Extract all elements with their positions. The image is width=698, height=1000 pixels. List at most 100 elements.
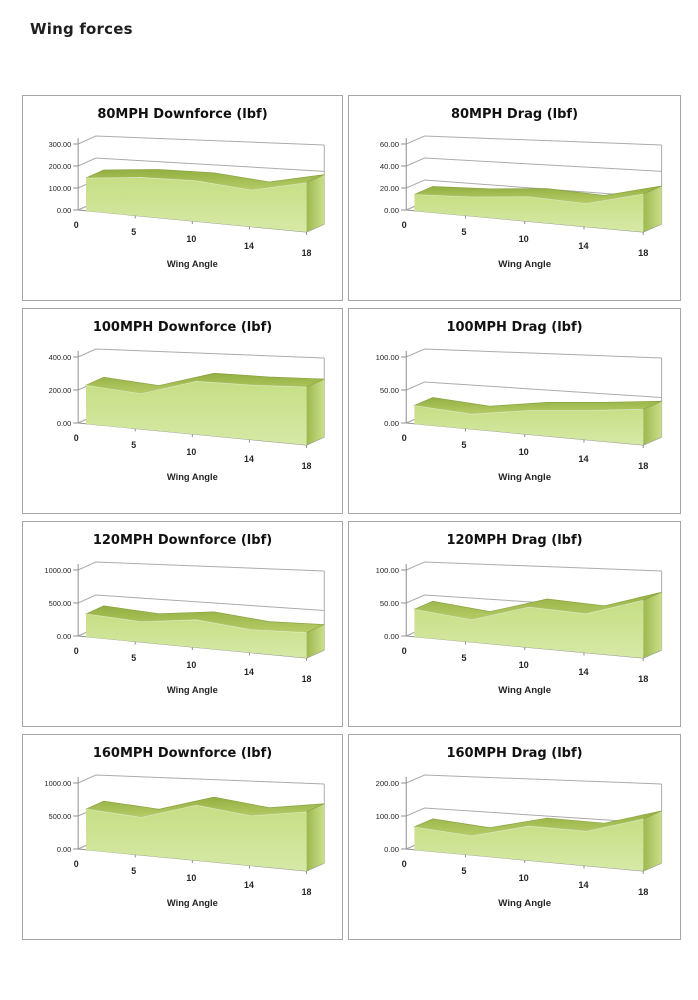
svg-text:18: 18 (638, 461, 648, 471)
svg-text:5: 5 (131, 653, 136, 663)
area-chart-80mph-drag: 0.00 20.00 40.00 60.00 0 5 10 14 18 Wing Angle (380, 135, 663, 270)
svg-text:100.00: 100.00 (376, 812, 399, 821)
chart-title: 100MPH Drag (lbf) (446, 320, 583, 335)
svg-text:0: 0 (74, 859, 79, 869)
chart-title: 80MPH Downforce (lbf) (97, 107, 268, 122)
svg-text:14: 14 (244, 241, 254, 251)
area-chart-120mph-downforce: 0.00 500.00 1000.00 0 5 10 14 18 Wing Angle (45, 561, 325, 695)
svg-text:14: 14 (578, 880, 588, 890)
svg-text:14: 14 (244, 667, 254, 677)
svg-text:20.00: 20.00 (380, 184, 399, 193)
svg-text:0: 0 (74, 433, 79, 443)
svg-text:14: 14 (578, 454, 588, 464)
svg-text:14: 14 (578, 667, 588, 677)
svg-text:10: 10 (519, 447, 529, 457)
svg-text:5: 5 (461, 440, 466, 450)
area-chart-160mph-drag: 0.00 100.00 200.00 0 5 10 14 18 Wing Angle (376, 774, 663, 909)
area-chart-120mph-drag: 0.00 50.00 100.00 0 5 10 14 18 Wing Angle (376, 561, 663, 696)
area-chart-100mph-drag: 0.00 50.00 100.00 0 5 10 14 18 Wing Angle (376, 348, 663, 483)
svg-text:5: 5 (131, 866, 136, 876)
svg-text:0: 0 (402, 433, 407, 443)
svg-text:50.00: 50.00 (380, 386, 399, 395)
svg-text:18: 18 (302, 461, 312, 471)
svg-text:0.00: 0.00 (384, 632, 399, 641)
svg-text:0: 0 (74, 646, 79, 656)
svg-text:14: 14 (244, 454, 254, 464)
page-title: Wing forces (30, 20, 133, 38)
svg-text:Wing Angle: Wing Angle (167, 684, 218, 695)
svg-text:Wing Angle: Wing Angle (498, 259, 551, 270)
svg-text:100.00: 100.00 (49, 184, 72, 193)
svg-text:14: 14 (578, 241, 588, 251)
svg-text:5: 5 (461, 653, 466, 663)
svg-text:300.00: 300.00 (49, 140, 72, 149)
svg-text:5: 5 (461, 866, 466, 876)
charts-grid: 80MPH Downforce (lbf) 0.00 100.00 200.00 30… (22, 95, 681, 940)
svg-text:10: 10 (519, 660, 529, 670)
svg-text:Wing Angle: Wing Angle (498, 685, 551, 696)
svg-text:50.00: 50.00 (380, 599, 399, 608)
svg-text:10: 10 (186, 873, 196, 883)
svg-text:0: 0 (402, 646, 407, 656)
chart-100mph-downforce: 100MPH Downforce (lbf) 0.00 200.00 400.00 0… (22, 308, 343, 514)
svg-text:1000.00: 1000.00 (45, 566, 72, 575)
area-chart-100mph-downforce: 0.00 200.00 400.00 0 5 10 14 18 Wing Angle (49, 348, 325, 482)
svg-text:18: 18 (302, 674, 312, 684)
svg-text:500.00: 500.00 (49, 812, 72, 821)
svg-text:100.00: 100.00 (376, 566, 399, 575)
chart-title: 160MPH Downforce (lbf) (92, 746, 273, 761)
svg-text:18: 18 (302, 887, 312, 897)
svg-text:0.00: 0.00 (57, 419, 71, 428)
area-chart-80mph-downforce: 0.00 100.00 200.00 300.00 0 5 10 14 18 Wing Angle (49, 135, 325, 269)
svg-text:200.00: 200.00 (49, 162, 72, 171)
chart-80mph-downforce: 80MPH Downforce (lbf) 0.00 100.00 200.00 30… (22, 95, 343, 301)
svg-text:0: 0 (402, 220, 407, 230)
svg-text:0.00: 0.00 (384, 419, 399, 428)
svg-text:10: 10 (186, 234, 196, 244)
chart-title: 120MPH Drag (lbf) (446, 533, 583, 548)
svg-text:10: 10 (186, 660, 196, 670)
svg-text:0: 0 (402, 859, 407, 869)
svg-text:40.00: 40.00 (380, 162, 399, 171)
svg-text:0.00: 0.00 (57, 845, 71, 854)
svg-text:10: 10 (519, 234, 529, 244)
svg-text:18: 18 (638, 887, 648, 897)
svg-text:0.00: 0.00 (384, 206, 399, 215)
chart-80mph-drag: 80MPH Drag (lbf) 0.00 20.00 40.00 60.00 0 5 10… (348, 95, 681, 301)
chart-100mph-drag: 100MPH Drag (lbf) 0.00 50.00 100.00 0 5 10 14 1… (348, 308, 681, 514)
chart-title: 100MPH Downforce (lbf) (92, 320, 273, 335)
svg-text:Wing Angle: Wing Angle (498, 472, 551, 483)
svg-text:5: 5 (131, 227, 136, 237)
chart-title: 160MPH Drag (lbf) (446, 746, 583, 761)
chart-160mph-downforce: 160MPH Downforce (lbf) 0.00 500.00 1000.00… (22, 734, 343, 940)
svg-text:Wing Angle: Wing Angle (167, 258, 218, 269)
svg-text:Wing Angle: Wing Angle (167, 471, 218, 482)
chart-title: 80MPH Drag (lbf) (450, 107, 579, 122)
svg-text:10: 10 (186, 447, 196, 457)
svg-text:200.00: 200.00 (49, 386, 72, 395)
chart-title: 120MPH Downforce (lbf) (92, 533, 273, 548)
chart-120mph-downforce: 120MPH Downforce (lbf) 0.00 500.00 1000.00… (22, 521, 343, 727)
svg-text:5: 5 (461, 227, 466, 237)
svg-text:500.00: 500.00 (49, 599, 72, 608)
svg-text:Wing Angle: Wing Angle (167, 897, 218, 908)
svg-text:5: 5 (131, 440, 136, 450)
area-chart-160mph-downforce: 0.00 500.00 1000.00 0 5 10 14 18 Wing Angle (45, 774, 325, 908)
svg-text:14: 14 (244, 880, 254, 890)
svg-text:100.00: 100.00 (376, 353, 399, 362)
svg-text:18: 18 (638, 674, 648, 684)
svg-text:400.00: 400.00 (49, 353, 72, 362)
svg-text:0: 0 (74, 220, 79, 230)
svg-text:1000.00: 1000.00 (45, 779, 72, 788)
svg-text:200.00: 200.00 (376, 779, 399, 788)
svg-text:Wing Angle: Wing Angle (498, 898, 551, 909)
svg-text:10: 10 (519, 873, 529, 883)
chart-160mph-drag: 160MPH Drag (lbf) 0.00 100.00 200.00 0 5 10 14… (348, 734, 681, 940)
chart-120mph-drag: 120MPH Drag (lbf) 0.00 50.00 100.00 0 5 10 14 1… (348, 521, 681, 727)
svg-text:18: 18 (302, 248, 312, 258)
svg-text:18: 18 (638, 248, 648, 258)
svg-text:60.00: 60.00 (380, 140, 399, 149)
svg-text:0.00: 0.00 (57, 632, 71, 641)
svg-text:0.00: 0.00 (57, 206, 71, 215)
svg-text:0.00: 0.00 (384, 845, 399, 854)
